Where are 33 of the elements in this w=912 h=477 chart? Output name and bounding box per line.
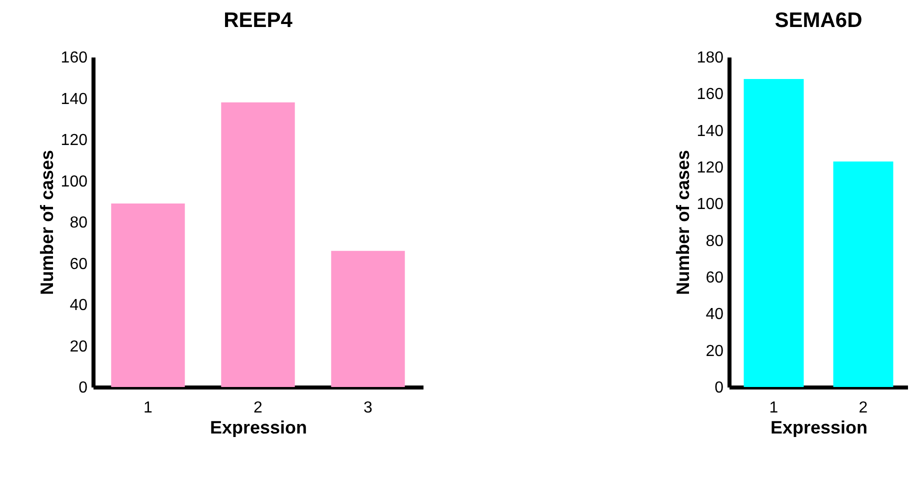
y-tick-label: 60: [706, 270, 724, 286]
bar: [221, 102, 295, 387]
x-tick-label: 1: [144, 400, 153, 416]
y-tick-label: 80: [706, 232, 724, 250]
y-tick-label: 160: [696, 86, 724, 104]
y-tick-label: 0: [78, 380, 88, 396]
x-axis-title: Expression: [210, 418, 308, 438]
bar: [331, 250, 405, 387]
y-axis-title: Number of cases: [36, 150, 57, 296]
chart-title: REEP4: [224, 9, 293, 32]
y-tick-label: 100: [696, 196, 724, 214]
x-tick-label: 3: [364, 400, 373, 416]
chart-title: SEMA6D: [774, 9, 862, 32]
y-tick-label: 120: [696, 160, 724, 176]
x-tick-label: 2: [858, 400, 868, 416]
y-tick-label: 0: [714, 380, 724, 396]
y-tick-label: 20: [706, 342, 724, 360]
y-tick-label: 40: [70, 297, 88, 314]
y-tick-label: 160: [60, 50, 88, 66]
y-tick-label: 120: [60, 132, 88, 149]
y-axis-title: Number of cases: [672, 150, 693, 296]
x-tick-label: 1: [769, 400, 778, 416]
x-axis-title: Expression: [770, 418, 868, 438]
y-tick-label: 100: [60, 173, 88, 190]
y-tick-label: 60: [70, 256, 88, 273]
y-tick-label: 140: [60, 90, 88, 108]
y-tick-label: 80: [70, 214, 88, 232]
x-tick-label: 2: [254, 400, 263, 416]
y-tick-label: 20: [70, 338, 88, 356]
y-tick-label: 140: [696, 122, 724, 140]
y-tick-label: 180: [696, 50, 724, 66]
bar: [111, 203, 185, 387]
y-tick-label: 40: [706, 306, 724, 324]
